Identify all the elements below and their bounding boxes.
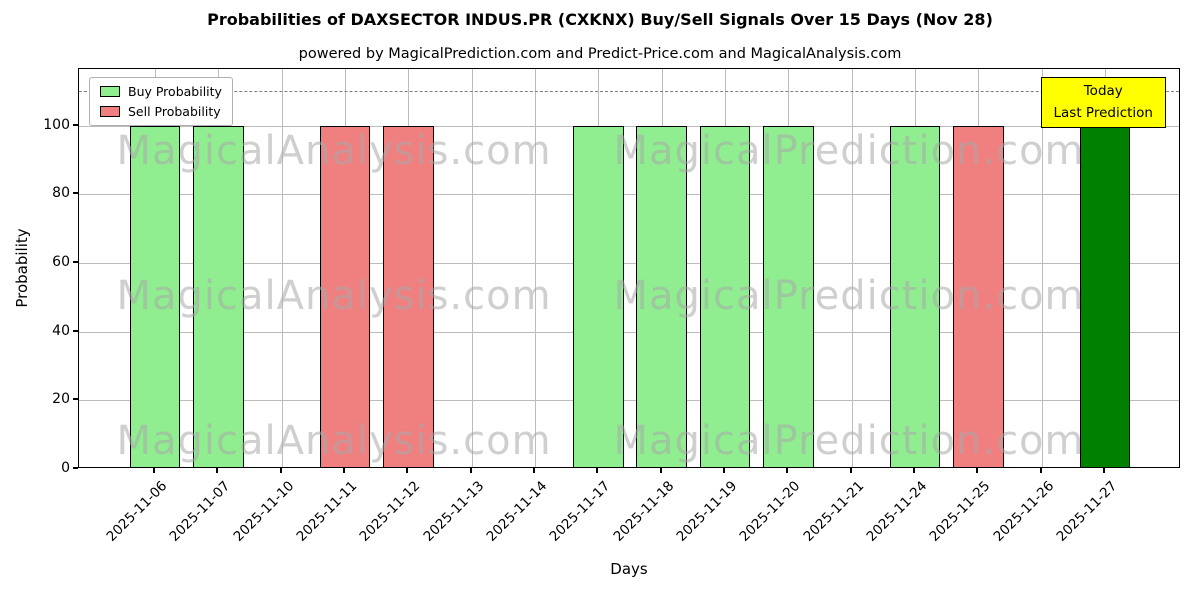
bar-sell-2025-11-25 — [953, 125, 1004, 467]
x-tick-mark — [343, 468, 345, 473]
x-tick-label: 2025-11-13 — [420, 478, 487, 545]
x-tick-mark — [976, 468, 979, 473]
y-tick-label: 100 — [43, 116, 70, 133]
x-tick-label: 2025-11-14 — [483, 478, 551, 545]
x-tick-label: 2025-11-25 — [926, 478, 994, 545]
x-tick-label: 2025-11-06 — [103, 478, 171, 545]
x-tick-mark — [469, 468, 472, 473]
y-tick-mark — [73, 192, 78, 195]
x-tick-label: 2025-11-27 — [1053, 478, 1121, 545]
sell-probability-swatch — [100, 106, 120, 117]
y-tick-label: 60 — [52, 253, 70, 270]
bar-buy-2025-11-07 — [193, 125, 244, 467]
legend: Buy Probability Sell Probability — [89, 77, 233, 126]
watermark-text: MagicalPrediction.com — [613, 128, 1085, 174]
today-annotation-line1: Today — [1083, 83, 1123, 99]
watermark-text: MagicalAnalysis.com — [116, 128, 552, 174]
gridline-vertical — [851, 69, 853, 467]
x-tick-label: 2025-11-07 — [166, 478, 234, 545]
legend-item-sell: Sell Probability — [100, 104, 222, 119]
chart-title: Probabilities of DAXSECTOR INDUS.PR (CXK… — [207, 10, 993, 29]
chart-subtitle: powered by MagicalPrediction.com and Pre… — [298, 46, 902, 62]
y-tick-mark — [73, 123, 78, 126]
x-tick-mark — [279, 468, 282, 473]
y-tick-label: 40 — [52, 322, 70, 339]
x-tick-label: 2025-11-11 — [293, 478, 361, 545]
x-tick-label: 2025-11-26 — [990, 478, 1057, 545]
watermark-text: MagicalAnalysis.com — [116, 273, 552, 319]
bar-buy-2025-11-18 — [636, 125, 687, 467]
y-tick-mark — [73, 329, 78, 332]
x-tick-mark — [533, 468, 535, 473]
bar-sell-2025-11-11 — [319, 125, 371, 467]
x-tick-mark — [786, 468, 789, 473]
y-tick-mark — [73, 260, 78, 263]
x-tick-label: 2025-11-20 — [736, 478, 804, 545]
x-tick-label: 2025-11-10 — [230, 478, 297, 545]
threshold-dashed-line — [79, 91, 1179, 93]
bar-buy-2025-11-17 — [573, 125, 624, 467]
x-tick-mark — [849, 468, 852, 473]
bar-buy-2025-11-06 — [129, 125, 181, 467]
x-tick-mark — [153, 468, 155, 473]
gridline-horizontal — [79, 331, 1179, 333]
buy-probability-swatch — [100, 86, 120, 97]
legend-label-sell: Sell Probability — [128, 104, 221, 119]
y-tick-label: 20 — [52, 391, 70, 408]
gridline-vertical — [471, 69, 473, 467]
plot-area: Buy Probability Sell Probability Today L… — [78, 68, 1180, 468]
y-tick-mark — [73, 398, 78, 401]
watermark-text: MagicalPrediction.com — [613, 273, 1085, 319]
watermark-text: MagicalPrediction.com — [613, 418, 1085, 464]
x-axis-label: Days — [610, 560, 648, 578]
x-tick-label: 2025-11-24 — [863, 478, 931, 545]
x-tick-mark — [1103, 468, 1105, 473]
gridline-vertical — [281, 69, 283, 467]
legend-label-buy: Buy Probability — [128, 84, 222, 99]
x-tick-mark — [216, 468, 219, 473]
x-tick-mark — [659, 468, 662, 473]
bar-buy-2025-11-20 — [763, 125, 814, 467]
x-tick-mark — [596, 468, 599, 473]
x-tick-label: 2025-11-18 — [610, 478, 677, 545]
x-tick-label: 2025-11-19 — [673, 478, 741, 545]
x-tick-mark — [1039, 468, 1042, 473]
y-tick-label: 80 — [52, 185, 70, 202]
gridline-vertical — [535, 69, 536, 467]
x-tick-mark — [406, 468, 409, 473]
bar-buy-2025-11-19 — [699, 125, 751, 467]
bar-today-2025-11-27 — [1079, 125, 1131, 467]
y-tick-mark — [73, 467, 78, 469]
x-tick-label: 2025-11-17 — [546, 478, 614, 545]
bar-sell-2025-11-12 — [383, 125, 434, 467]
gridline-horizontal — [79, 125, 1179, 127]
bar-buy-2025-11-24 — [889, 125, 941, 467]
x-tick-label: 2025-11-21 — [800, 478, 867, 545]
today-annotation-line2: Last Prediction — [1053, 104, 1153, 121]
x-tick-label: 2025-11-12 — [356, 478, 424, 545]
gridline-horizontal — [79, 194, 1179, 196]
gridline-horizontal — [79, 262, 1179, 264]
today-annotation: Today Last Prediction — [1040, 77, 1166, 129]
y-tick-label: 0 — [61, 460, 70, 476]
x-tick-mark — [913, 468, 915, 473]
gridline-horizontal — [79, 400, 1179, 402]
gridline-vertical — [1041, 69, 1043, 467]
legend-item-buy: Buy Probability — [100, 84, 222, 99]
watermark-text: MagicalAnalysis.com — [116, 418, 552, 464]
x-tick-mark — [723, 468, 725, 473]
